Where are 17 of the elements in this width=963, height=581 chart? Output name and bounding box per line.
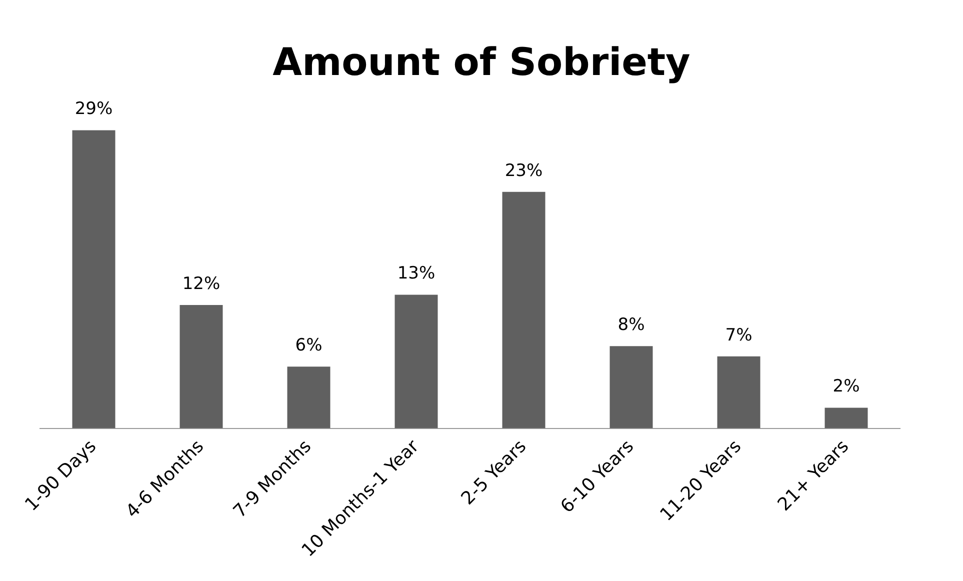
chart-title: Amount of Sobriety — [272, 40, 692, 86]
bar — [180, 304, 223, 428]
data-label: 13% — [397, 264, 436, 284]
bar — [287, 366, 330, 428]
data-label: 7% — [725, 325, 752, 346]
bar — [72, 130, 116, 428]
data-label: 29% — [74, 99, 113, 120]
bar — [717, 356, 760, 428]
data-label: 2% — [832, 376, 860, 397]
bar — [502, 192, 546, 428]
bar — [610, 346, 653, 428]
bar — [824, 408, 868, 428]
data-label: 23% — [504, 160, 543, 181]
data-label: 12% — [182, 274, 220, 294]
data-label: 8% — [618, 314, 645, 335]
data-label: 6% — [295, 336, 322, 356]
bar — [394, 294, 438, 428]
